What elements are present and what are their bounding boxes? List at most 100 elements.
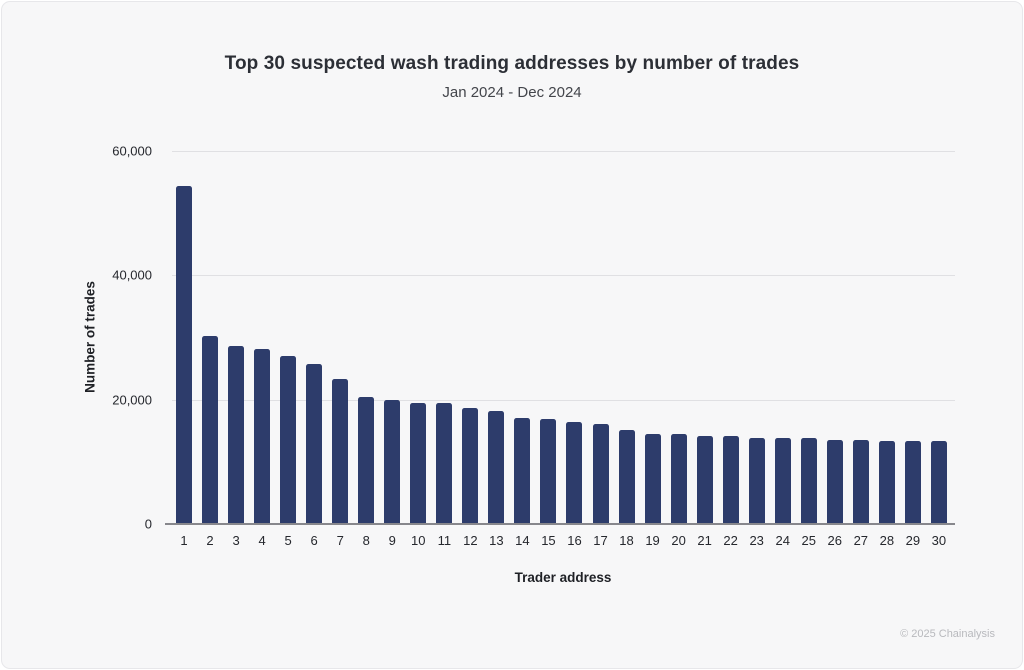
chart-subtitle: Jan 2024 - Dec 2024 [442,84,582,101]
bar [800,437,817,524]
bar [774,437,791,524]
bar [358,396,375,524]
x-tick-label: 9 [388,533,396,548]
gridline-40000 [172,275,955,277]
bar-column-11: 11 [436,151,453,548]
x-tick-label: 26 [827,533,843,548]
bar-column-14: 14 [514,151,531,548]
x-axis-label: Trader address [514,570,612,585]
x-tick-label: 7 [336,533,344,548]
bars-container: 1 2 3 4 5 6 7 8 9 10 11 12 13 14 15 16 17 18 19 20 21 22 23 24 2… [176,151,947,548]
bar [488,411,505,524]
bar-column-18: 18 [618,151,635,548]
x-tick-label: 15 [541,533,556,548]
plot-area: 1 2 3 4 5 6 7 8 9 10 11 12 13 14 15 16 17 18 19 20 21 22 23 24 2… [172,151,955,548]
bar-column-13: 13 [488,151,505,548]
x-tick-label: 1 [180,533,188,548]
y-tick-label: 60,000 [112,143,152,159]
x-tick-label: 5 [284,533,292,548]
x-tick-label: 20 [671,533,686,548]
bar [748,437,765,524]
x-tick-label: 30 [931,533,947,548]
bar-column-17: 17 [592,151,609,548]
bar-column-1: 1 [176,151,192,548]
bar-column-15: 15 [540,151,557,548]
bar [384,399,401,524]
x-tick-label: 16 [567,533,582,548]
bar-column-25: 25 [800,151,817,548]
bar [514,418,531,524]
bar [722,436,739,524]
y-tick-label: 0 [144,516,152,532]
bar [644,434,661,524]
x-tick-label: 6 [310,533,318,548]
bar [930,441,947,524]
bar [306,363,323,524]
x-tick-label: 2 [206,533,214,548]
x-tick-label: 23 [749,533,764,548]
bar [228,346,245,524]
x-tick-label: 12 [463,533,478,548]
bar-column-2: 2 [202,151,219,548]
bar [332,378,349,524]
gridline-20000 [172,399,955,401]
y-tick-label: 20,000 [112,392,152,408]
bar-column-8: 8 [358,151,375,548]
x-tick-label: 3 [232,533,240,548]
bar [670,434,687,524]
bar [410,402,427,524]
bar [436,402,453,524]
bar [202,336,219,524]
x-tick-label: 22 [723,533,738,548]
x-tick-label: 18 [619,533,634,548]
x-tick-label: 24 [775,533,790,548]
bar [904,441,921,524]
bar [592,423,609,524]
bar-column-24: 24 [774,151,791,548]
x-tick-label: 14 [515,533,530,548]
bar [696,436,713,524]
bar-column-22: 22 [722,151,739,548]
bar-column-29: 29 [904,151,921,548]
x-tick-label: 19 [645,533,660,548]
y-tick-label: 40,000 [112,267,152,283]
bar [176,185,192,524]
bar-column-28: 28 [878,151,895,548]
gridline-60000 [172,151,955,152]
bar [852,440,869,524]
x-axis-baseline [165,523,955,525]
x-tick-label: 25 [801,533,816,548]
bar [462,407,479,524]
bar-column-26: 26 [826,151,843,548]
x-tick-label: 21 [697,533,712,548]
bar-column-21: 21 [696,151,713,548]
x-tick-label: 27 [853,533,869,548]
x-tick-label: 29 [905,533,921,548]
x-tick-label: 28 [879,533,895,548]
x-tick-label: 8 [362,533,370,548]
bar [540,418,557,524]
x-tick-label: 11 [437,533,452,548]
chart-title: Top 30 suspected wash trading addresses … [224,53,800,74]
y-axis: 0 20,000 40,000 60,000 [62,144,162,532]
bar-column-16: 16 [566,151,583,548]
bar-column-9: 9 [384,151,401,548]
bar-column-30: 30 [930,151,947,548]
bar-column-7: 7 [332,151,349,548]
bar-column-19: 19 [644,151,661,548]
bar-column-6: 6 [306,151,323,548]
bar-column-27: 27 [852,151,869,548]
bar-column-12: 12 [462,151,479,548]
bar-column-23: 23 [748,151,765,548]
x-tick-label: 4 [258,533,266,548]
copyright-text: © 2025 Chainalysis [900,628,995,640]
bar [566,422,583,524]
bar [878,441,895,524]
x-tick-label: 13 [489,533,504,548]
bar-column-4: 4 [254,151,271,548]
x-tick-label: 17 [593,533,608,548]
bar-column-10: 10 [410,151,427,548]
bar [254,348,271,524]
bar [618,430,635,524]
